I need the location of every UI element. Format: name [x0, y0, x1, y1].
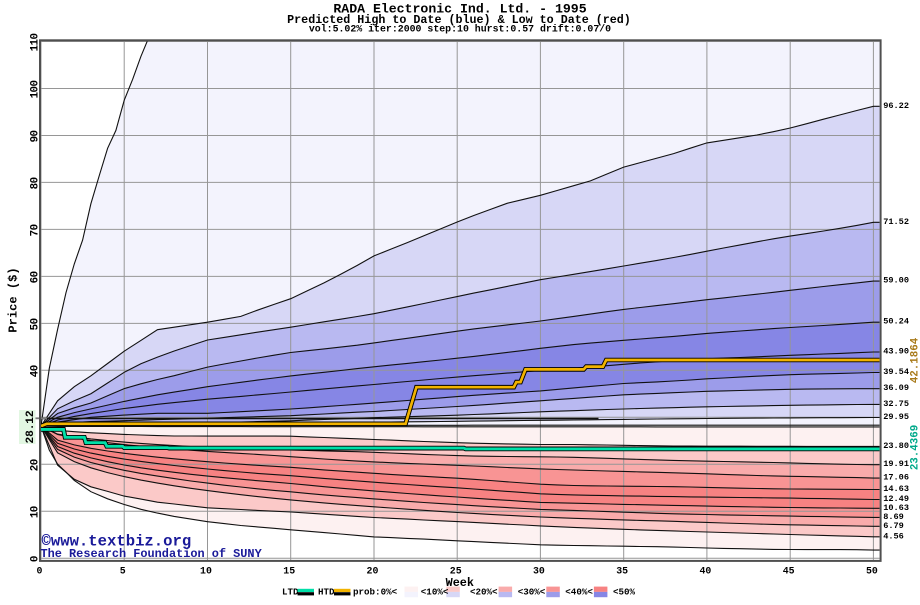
svg-text:45: 45 [783, 565, 795, 576]
svg-text:43.90: 43.90 [883, 347, 909, 357]
svg-text:71.52: 71.52 [883, 217, 909, 227]
svg-text:15: 15 [283, 565, 295, 576]
svg-text:<40%<: <40%< [565, 587, 593, 598]
svg-text:6.79: 6.79 [883, 521, 904, 531]
svg-text:25: 25 [450, 565, 462, 576]
svg-text:36.09: 36.09 [883, 383, 909, 393]
svg-text:80: 80 [30, 177, 42, 189]
svg-text:60: 60 [30, 271, 42, 283]
svg-text:14.63: 14.63 [883, 484, 909, 494]
svg-text:LTD: LTD [282, 587, 299, 598]
svg-text:The Research Foundation of SUN: The Research Foundation of SUNY [41, 547, 263, 561]
svg-text:70: 70 [30, 224, 42, 236]
svg-text:32.75: 32.75 [883, 399, 909, 409]
svg-text:59.00: 59.00 [883, 276, 909, 286]
svg-text:0: 0 [37, 565, 43, 576]
svg-text:19.91: 19.91 [883, 459, 909, 469]
svg-text:90: 90 [30, 131, 42, 143]
svg-text:17.06: 17.06 [883, 473, 909, 483]
svg-text:prob:0%<: prob:0%< [353, 587, 398, 598]
svg-text:30: 30 [533, 565, 545, 576]
svg-text:96.22: 96.22 [883, 101, 909, 111]
svg-text:50: 50 [866, 565, 878, 576]
svg-text:<10%<: <10%< [421, 587, 449, 598]
svg-text:<50%: <50% [613, 587, 636, 598]
svg-text:<20%<: <20%< [470, 587, 498, 598]
svg-text:10: 10 [30, 506, 42, 518]
svg-text:20: 20 [367, 565, 379, 576]
svg-text:42.1864: 42.1864 [910, 337, 920, 383]
svg-text:20: 20 [30, 459, 42, 471]
svg-text:23.80: 23.80 [883, 441, 909, 451]
svg-text:50: 50 [30, 318, 42, 330]
svg-text:23.4369: 23.4369 [910, 425, 920, 470]
svg-text:110: 110 [30, 34, 42, 52]
svg-text:39.54: 39.54 [883, 367, 909, 377]
svg-text:5: 5 [120, 565, 126, 576]
svg-text:28.12: 28.12 [25, 410, 37, 443]
svg-text:100: 100 [30, 81, 42, 99]
svg-text:4.56: 4.56 [883, 531, 904, 541]
svg-text:HTD: HTD [318, 587, 335, 598]
svg-text:40: 40 [699, 565, 711, 576]
svg-text:vol:5.02% iter:2000 step:10 hu: vol:5.02% iter:2000 step:10 hurst:0.57 d… [309, 23, 611, 34]
svg-text:<30%<: <30%< [518, 587, 546, 598]
svg-text:35: 35 [616, 565, 628, 576]
svg-text:10: 10 [200, 565, 212, 576]
svg-text:40: 40 [30, 365, 42, 377]
svg-text:0: 0 [30, 556, 42, 562]
svg-text:29.95: 29.95 [883, 412, 909, 422]
svg-text:50.24: 50.24 [883, 317, 909, 327]
svg-text:Price ($): Price ($) [7, 267, 21, 332]
